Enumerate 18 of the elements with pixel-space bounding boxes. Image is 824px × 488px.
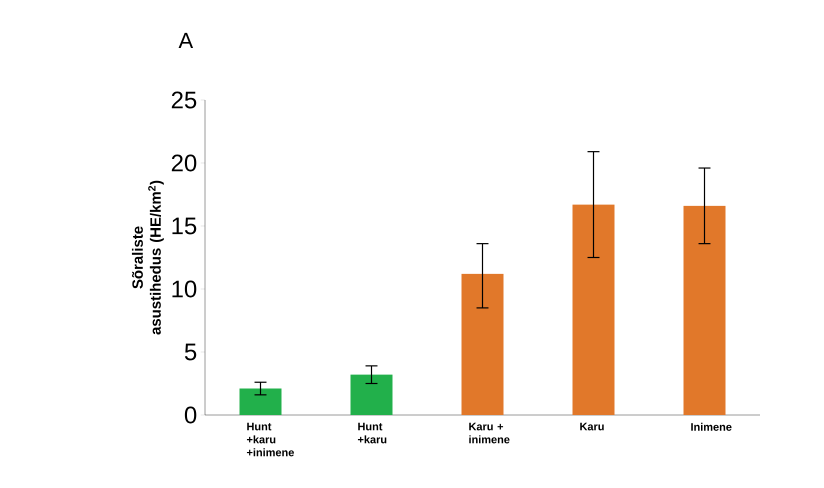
- bar: [350, 374, 392, 415]
- bar: [240, 388, 282, 415]
- y-axis-title: Sõraliste asustihedus (HE/km$^{2}$): [132, 180, 164, 335]
- y-tick-label: 10: [172, 280, 196, 298]
- y-tick-label: 15: [172, 218, 196, 234]
- y-tick-label: 25: [172, 92, 196, 108]
- x-tick-label: Inimene: [691, 422, 732, 431]
- x-tick-label: Hunt +karu: [358, 422, 386, 444]
- x-tick-label: Karu: [580, 422, 604, 430]
- chart-title: A: [178, 32, 194, 48]
- y-tick-label: 20: [172, 154, 196, 172]
- x-tick-label: Hunt +karu +inimene: [246, 422, 294, 456]
- y-tick-label: 5: [184, 344, 196, 360]
- bar: [572, 204, 615, 415]
- x-tick-label: Karu + inimene: [469, 422, 510, 444]
- y-tick-label: 0: [184, 406, 196, 424]
- bar: [684, 206, 726, 415]
- bar: [462, 274, 504, 415]
